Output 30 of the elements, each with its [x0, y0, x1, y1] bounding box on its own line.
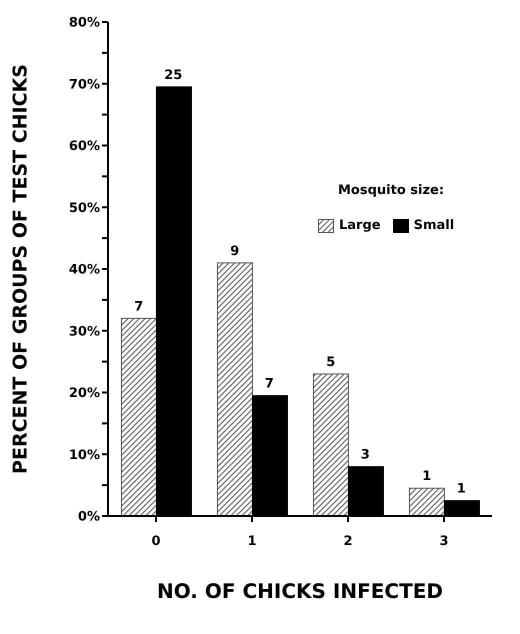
y-tick-label: 80%	[68, 16, 100, 31]
bar	[216, 262, 253, 516]
bar	[312, 373, 349, 516]
legend-label: Small	[414, 218, 454, 233]
y-tick-label: 20%	[68, 386, 100, 402]
y-tick-label: 50%	[68, 200, 100, 216]
annotation: 5	[326, 354, 336, 370]
y-tick-label: 0%	[78, 510, 100, 525]
annotation: 1	[422, 469, 432, 484]
y-tick-label: 10%	[68, 448, 100, 463]
y-tick-label: 70%	[68, 77, 100, 92]
y-tick-label: 30%	[68, 324, 100, 340]
legend-title: Mosquito size:	[338, 183, 446, 198]
annotation: 7	[134, 299, 144, 314]
x-tick-label: 1	[247, 534, 257, 550]
x-tick-label: 3	[439, 534, 449, 550]
legend-label: Large	[339, 218, 381, 233]
x-tick-label: 2	[343, 534, 353, 550]
y-tick-label: 40%	[68, 262, 100, 278]
x-tick-label: 0	[151, 534, 161, 550]
y-axis-title: PERCENT OF GROUPS OF TEST CHICKS	[10, 64, 32, 474]
bar	[408, 488, 445, 516]
annotation: 9	[230, 244, 240, 259]
bar	[120, 318, 157, 516]
annotation: 3	[360, 448, 370, 463]
annotation: 1	[456, 482, 466, 497]
y-tick-label: 60%	[68, 139, 100, 154]
annotation: 7	[264, 376, 274, 392]
annotation: 25	[164, 68, 182, 83]
x-axis-title: NO. OF CHICKS INFECTED	[157, 579, 443, 603]
